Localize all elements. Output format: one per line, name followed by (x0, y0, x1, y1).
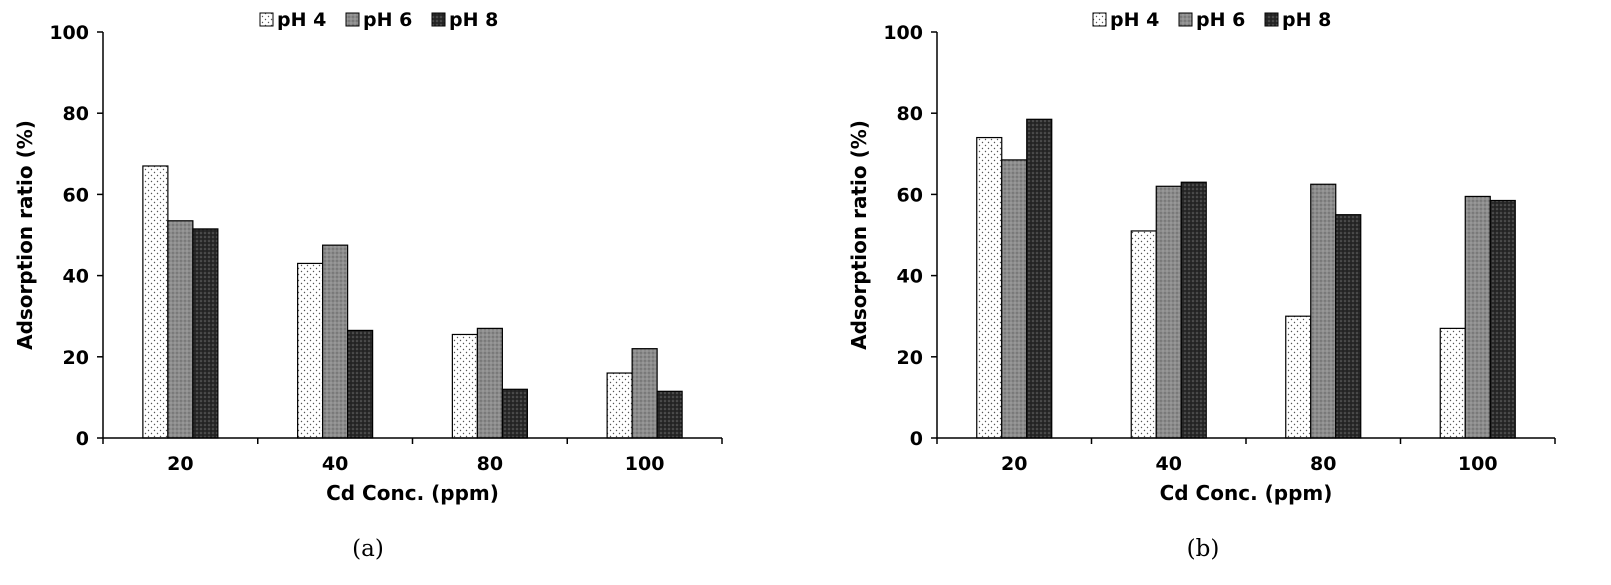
legend-label: pH 6 (363, 9, 412, 31)
legend-swatch-ph8 (431, 12, 446, 27)
y-tick-label: 60 (63, 184, 89, 206)
bar-ph6-100 (631, 348, 658, 439)
bar-ph8-100 (656, 390, 683, 439)
y-tick-label: 100 (49, 22, 89, 44)
x-axis-title: Cd Conc. (ppm) (1160, 481, 1333, 505)
x-tick-label: 20 (167, 453, 193, 475)
bar-ph4-40 (1130, 230, 1157, 439)
y-tick-label: 80 (897, 103, 923, 125)
legend-swatch-ph6 (345, 12, 360, 27)
y-tick-label: 100 (883, 22, 923, 44)
bar-ph6-40 (1155, 185, 1182, 439)
x-tick-label: 40 (1156, 453, 1182, 475)
bar-ph6-20 (167, 220, 194, 439)
x-tick-label: 80 (477, 453, 503, 475)
y-axis-title: Adsorption ratio (%) (13, 120, 37, 350)
x-tick-label: 100 (1458, 453, 1498, 475)
y-tick-label: 60 (897, 184, 923, 206)
legend-label: pH 6 (1196, 9, 1245, 31)
legend-swatch-ph6 (1178, 12, 1193, 27)
legend: pH 4 pH 6 pH 8 (259, 9, 498, 31)
bar-ph8-40 (1180, 181, 1207, 439)
legend: pH 4 pH 6 pH 8 (1092, 9, 1331, 31)
bar-ph4-20 (976, 136, 1003, 439)
y-tick-label: 80 (63, 103, 89, 125)
legend-label: pH 4 (277, 9, 326, 31)
bar-ph8-80 (1335, 214, 1362, 439)
bar-ph4-100 (1439, 327, 1466, 439)
chart-panel-b: 0 20 40 60 80 100 20 40 80 100 Cd Conc. (ppm) Adsor… (847, 9, 1556, 562)
y-tick-label: 20 (897, 347, 923, 369)
bar-ph6-80 (476, 327, 503, 439)
legend-swatch-ph4 (259, 12, 274, 27)
legend-label: pH 8 (1282, 9, 1331, 31)
y-axis-title: Adsorption ratio (%) (847, 120, 871, 350)
bar-ph4-40 (297, 262, 324, 439)
panel-caption: (b) (1187, 536, 1220, 562)
x-tick-label: 20 (1001, 453, 1027, 475)
bar-ph6-80 (1310, 183, 1337, 439)
bar-ph8-100 (1489, 199, 1516, 439)
legend-swatch-ph4 (1092, 12, 1107, 27)
bar-ph4-20 (142, 165, 169, 439)
x-axis-title: Cd Conc. (ppm) (326, 481, 499, 505)
x-tick-label: 80 (1310, 453, 1336, 475)
x-tick-label: 40 (322, 453, 348, 475)
bar-ph6-100 (1464, 195, 1491, 439)
panel-caption: (a) (352, 536, 384, 562)
y-tick-label: 0 (76, 428, 89, 450)
bar-ph4-80 (451, 333, 478, 439)
bar-ph8-40 (347, 329, 374, 439)
bar-ph4-100 (606, 372, 633, 439)
chart-panel-a: 0 20 40 60 80 100 20 40 80 100 Cd Conc. (ppm) Adsor… (13, 9, 723, 562)
y-tick-label: 40 (897, 266, 923, 288)
bar-ph8-80 (501, 388, 528, 439)
bar-ph6-40 (322, 244, 349, 439)
legend-label: pH 8 (449, 9, 498, 31)
x-tick-label: 100 (625, 453, 665, 475)
y-tick-label: 40 (63, 266, 89, 288)
bar-ph4-80 (1285, 315, 1312, 439)
bar-ph8-20 (192, 228, 219, 439)
y-tick-label: 20 (63, 347, 89, 369)
legend-label: pH 4 (1110, 9, 1159, 31)
bar-ph8-20 (1026, 118, 1053, 439)
y-tick-label: 0 (910, 428, 923, 450)
bar-ph6-20 (1001, 159, 1028, 439)
legend-swatch-ph8 (1264, 12, 1279, 27)
